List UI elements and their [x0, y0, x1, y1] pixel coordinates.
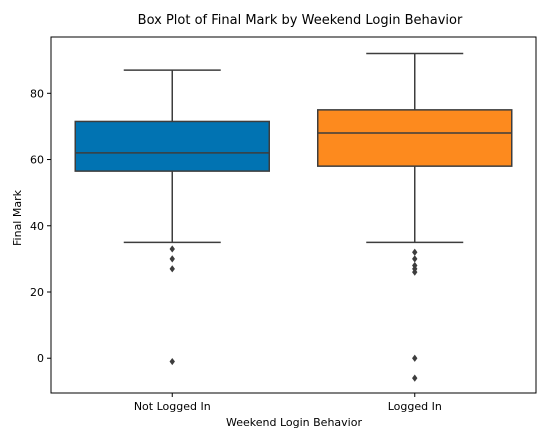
outlier-point	[412, 268, 418, 276]
box-logged-in	[317, 52, 513, 382]
x-axis-ticks: Not Logged In Logged In	[134, 393, 442, 413]
outlier-point	[412, 374, 418, 382]
y-tick-label: 40	[30, 220, 44, 233]
outlier-point	[412, 255, 418, 263]
outlier-point	[169, 255, 175, 263]
y-tick-label: 20	[30, 286, 44, 299]
x-tick-label: Not Logged In	[134, 400, 211, 413]
x-tick-label: Logged In	[388, 400, 442, 413]
plot-area	[50, 36, 537, 394]
y-tick-label: 60	[30, 154, 44, 167]
y-axis-label: Final Mark	[11, 189, 24, 246]
y-tick-label: 0	[37, 352, 44, 365]
y-axis-ticks: 0 20 40 60 80	[30, 87, 51, 365]
outlier-point	[169, 357, 175, 366]
y-tick-label: 80	[30, 87, 44, 100]
box-not-logged-in	[74, 69, 270, 366]
outlier-point	[169, 245, 175, 253]
outlier-point	[412, 248, 418, 256]
chart-title: Box Plot of Final Mark by Weekend Login …	[138, 13, 463, 28]
axes-frame	[50, 36, 537, 394]
outlier-point	[169, 265, 175, 273]
iqr-box	[74, 120, 270, 172]
outlier-point	[412, 354, 418, 362]
x-axis-label: Weekend Login Behavior	[226, 416, 362, 429]
iqr-box	[317, 109, 513, 167]
